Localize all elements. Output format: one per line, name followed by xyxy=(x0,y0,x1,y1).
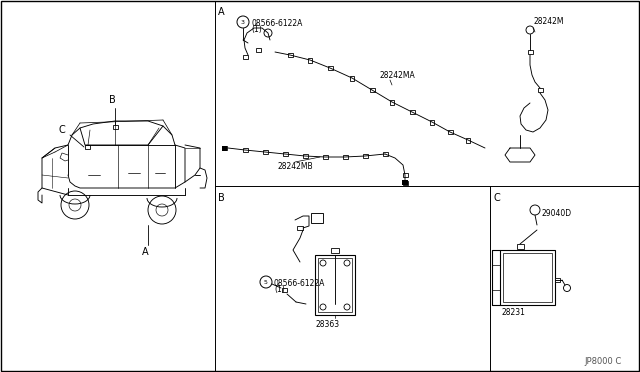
Bar xyxy=(342,155,348,159)
Circle shape xyxy=(61,191,89,219)
Text: 08566-6122A: 08566-6122A xyxy=(251,19,302,28)
Bar xyxy=(516,244,524,248)
Bar xyxy=(538,88,543,92)
Text: JP8000 C: JP8000 C xyxy=(585,357,622,366)
Circle shape xyxy=(264,29,272,37)
Bar xyxy=(311,213,323,223)
Text: 29040D: 29040D xyxy=(541,208,571,218)
Bar xyxy=(243,148,248,152)
Circle shape xyxy=(526,26,534,34)
Circle shape xyxy=(148,196,176,224)
Bar xyxy=(403,181,408,185)
Bar xyxy=(315,255,355,315)
Bar xyxy=(447,130,452,134)
Text: (1): (1) xyxy=(251,25,262,34)
Bar xyxy=(410,110,415,114)
Text: 5: 5 xyxy=(264,279,268,285)
Bar xyxy=(328,66,333,70)
Bar xyxy=(430,119,434,125)
Text: A: A xyxy=(141,247,148,257)
Text: 28242MB: 28242MB xyxy=(277,162,313,171)
Bar xyxy=(84,145,90,149)
Text: 28242M: 28242M xyxy=(533,17,563,26)
Bar xyxy=(262,150,268,154)
Bar xyxy=(282,288,287,292)
Bar xyxy=(362,154,367,158)
Bar xyxy=(323,155,328,159)
Bar xyxy=(243,55,248,59)
Bar xyxy=(554,278,559,282)
Bar xyxy=(297,226,303,230)
Bar xyxy=(402,180,408,185)
Bar xyxy=(383,152,387,156)
Bar xyxy=(503,253,552,302)
Text: 08566-6122A: 08566-6122A xyxy=(274,279,325,288)
Text: B: B xyxy=(109,95,115,105)
Text: 28363: 28363 xyxy=(315,320,339,329)
Bar xyxy=(113,125,118,129)
Bar xyxy=(282,152,287,156)
Text: C: C xyxy=(493,193,500,203)
Bar xyxy=(318,258,352,312)
Bar xyxy=(221,145,227,151)
Bar xyxy=(221,146,227,150)
Bar xyxy=(303,154,307,158)
Bar xyxy=(527,50,532,54)
Bar xyxy=(331,247,339,253)
Bar xyxy=(390,99,394,105)
Bar xyxy=(350,76,354,80)
Bar xyxy=(467,138,470,142)
Text: A: A xyxy=(218,7,225,17)
Bar xyxy=(255,48,260,52)
Bar xyxy=(369,88,374,92)
Text: C: C xyxy=(59,125,65,135)
Bar xyxy=(403,173,408,177)
Circle shape xyxy=(530,205,540,215)
Bar xyxy=(287,53,292,57)
Text: (1): (1) xyxy=(274,285,285,294)
Bar xyxy=(500,250,555,305)
Bar xyxy=(308,58,312,62)
Text: B: B xyxy=(218,193,225,203)
Text: 28231: 28231 xyxy=(502,308,526,317)
Text: 3: 3 xyxy=(241,19,245,25)
Text: 28242MA: 28242MA xyxy=(380,71,416,80)
Circle shape xyxy=(563,285,570,292)
